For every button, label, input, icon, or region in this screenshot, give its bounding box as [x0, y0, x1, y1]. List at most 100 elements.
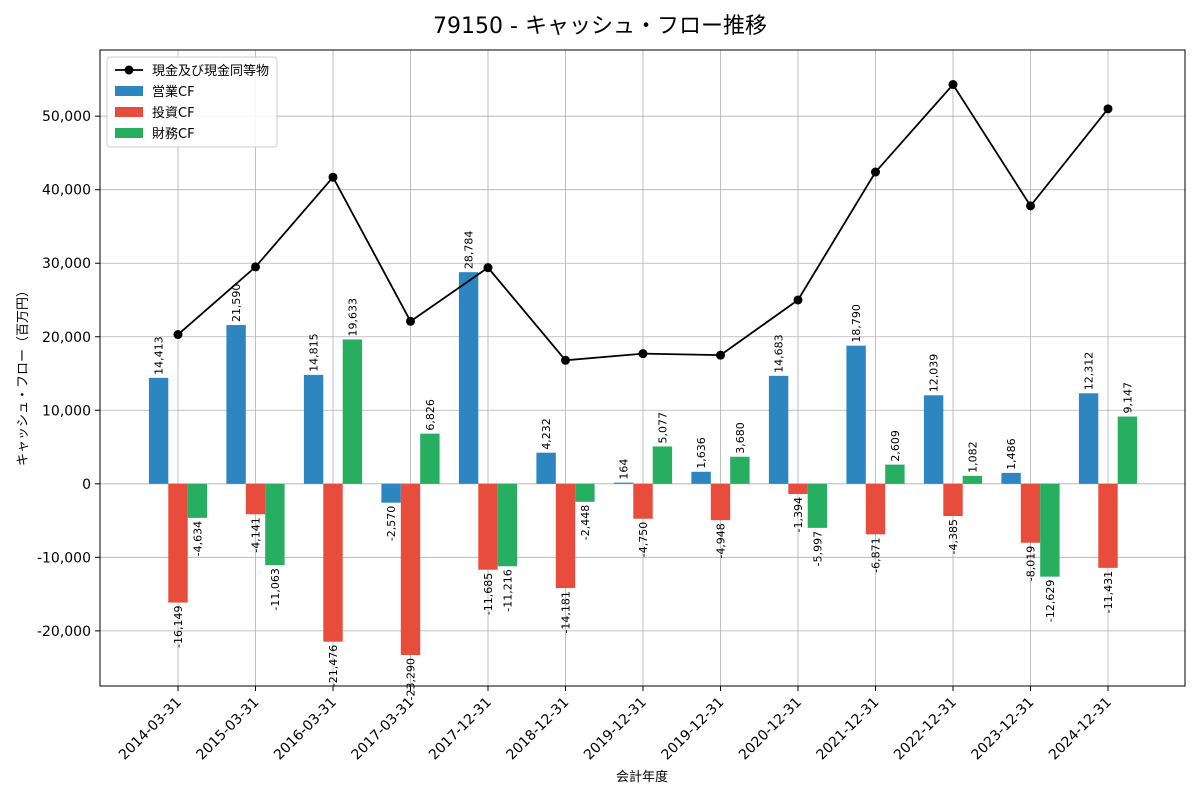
cash-point: [251, 262, 260, 272]
y-tick-label: 50,000: [42, 109, 91, 125]
bar: [420, 433, 440, 484]
bar: [575, 483, 595, 502]
legend-label: 財務CF: [152, 127, 195, 142]
bar: [652, 446, 673, 484]
bar: [342, 339, 363, 484]
bar: [768, 375, 789, 484]
bar: [865, 483, 886, 535]
bar: [168, 483, 188, 603]
data-label: 12,312: [1083, 352, 1096, 391]
bar: [536, 452, 556, 484]
data-label: -4,634: [191, 521, 204, 556]
bar: [1001, 472, 1021, 484]
bar: [323, 483, 343, 642]
bar: [187, 483, 208, 518]
data-label: -4,948: [715, 523, 728, 558]
data-label: -2,570: [385, 506, 398, 541]
bar: [807, 483, 828, 528]
cash-point: [793, 295, 803, 305]
bar: [245, 483, 266, 515]
chart-title: 79150 - キャッシュ・フロー推移: [433, 14, 767, 39]
bar: [303, 374, 324, 484]
legend-frame: [106, 56, 278, 148]
data-label: 1,636: [695, 437, 708, 469]
y-axis-title: キャッシュ・フロー（百万円）: [16, 284, 31, 466]
data-label: -4,141: [250, 517, 263, 552]
bar: [555, 483, 576, 589]
data-label: 3,680: [734, 422, 747, 454]
bar: [923, 395, 944, 484]
bar: [458, 272, 479, 484]
y-tick-label: 20,000: [42, 330, 91, 346]
bar: [730, 456, 750, 484]
data-label: -11,063: [269, 568, 282, 610]
y-tick-label: -10,000: [37, 550, 91, 566]
data-label: 14,815: [308, 333, 321, 372]
bar: [226, 325, 246, 484]
data-label: 28,784: [463, 231, 476, 270]
data-label: -11,431: [1102, 571, 1115, 613]
data-label: 14,683: [773, 334, 786, 373]
cash-point: [1103, 104, 1113, 114]
cash-point: [406, 316, 415, 326]
data-labels: 14,413 21,590 14,815 -2,570 28,784 4,232 164 1,…: [153, 231, 1135, 701]
cash-point: [173, 330, 183, 340]
data-label: -16,149: [172, 606, 185, 648]
data-label: 14,413: [153, 336, 166, 375]
data-label: 6,826: [424, 399, 437, 431]
bar: [400, 483, 421, 656]
data-label: 5,077: [656, 412, 669, 444]
data-label: 18,790: [850, 304, 863, 343]
bar: [478, 483, 498, 570]
cash-line-series: [173, 80, 1113, 365]
bar: [691, 471, 711, 484]
cash-point: [328, 172, 338, 182]
bar: [265, 483, 285, 566]
data-label: -6,871: [870, 537, 883, 572]
bar: [497, 483, 518, 567]
legend-swatch: [115, 128, 143, 138]
bar: [710, 483, 731, 521]
y-tick-label: 40,000: [42, 183, 91, 199]
data-label: 12,039: [928, 354, 941, 393]
data-label: 19,633: [346, 298, 359, 337]
bar: [613, 482, 634, 484]
y-tick-label: -20,000: [37, 624, 91, 640]
data-label: 2,609: [889, 430, 902, 462]
bars: [148, 272, 1138, 656]
legend-swatch: [115, 86, 143, 96]
y-tick-label: 10,000: [42, 403, 91, 419]
bar: [148, 377, 169, 484]
data-label: -8,019: [1025, 546, 1038, 581]
bar: [381, 483, 401, 503]
data-label: -14,181: [560, 591, 573, 633]
data-label: -5,997: [811, 531, 824, 566]
legend-marker: [124, 65, 134, 75]
cash-point: [948, 80, 958, 90]
legend-label: 現金及び現金同等物: [152, 63, 269, 79]
cash-point: [1026, 201, 1035, 211]
legend-swatch: [115, 107, 143, 117]
data-label: -4,385: [947, 519, 960, 554]
cash-point: [871, 167, 880, 177]
data-label: -11,685: [482, 573, 495, 615]
data-label: 1,486: [1005, 438, 1018, 470]
data-label: 21,590: [230, 284, 243, 323]
cash-point: [716, 350, 725, 360]
legend-label: 営業CF: [152, 84, 195, 100]
cash-point: [561, 355, 570, 365]
x-axis-title: 会計年度: [616, 769, 668, 785]
bar: [1098, 483, 1118, 568]
y-tick-label: 0: [82, 477, 91, 493]
bar: [1020, 483, 1041, 543]
data-label: -1,394: [792, 497, 805, 532]
data-label: 4,232: [540, 418, 553, 450]
bar: [962, 475, 983, 484]
legend-label: 投資CF: [152, 105, 195, 121]
bar: [1117, 416, 1138, 484]
data-label: -4,750: [637, 522, 650, 557]
bar: [633, 483, 653, 519]
